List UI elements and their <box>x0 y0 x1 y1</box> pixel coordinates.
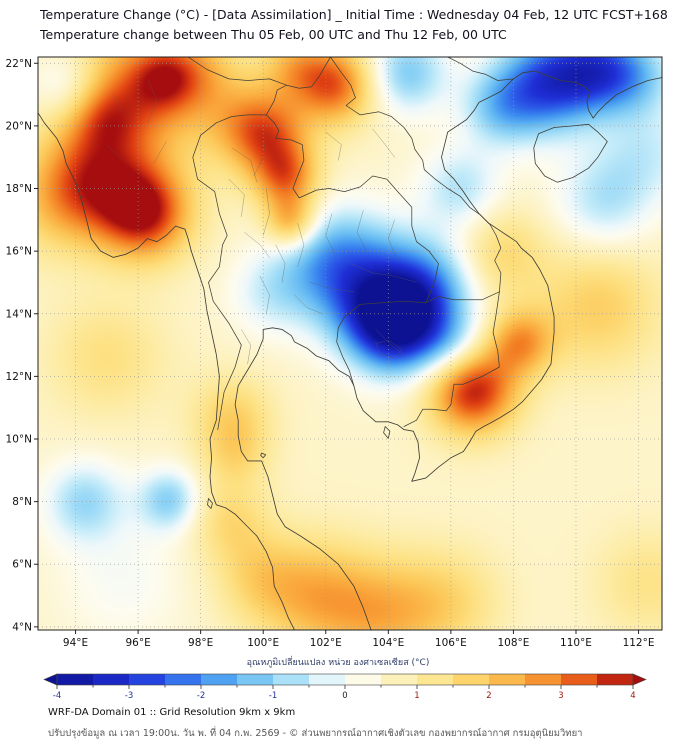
colorbar-tick-label: -4 <box>53 691 61 701</box>
colorbar-tick-label: 0 <box>342 691 347 701</box>
x-axis-tick-label: 98°E <box>188 637 213 649</box>
colorbar-label: อุณหภูมิเปลี่ยนแปลง หน่วย องศาเซลเซียส (… <box>246 658 430 668</box>
province-boundary <box>244 232 270 258</box>
province-boundary <box>388 219 398 261</box>
axes: 94°E 96°E 98°E 100°E 102°E 104°E 106°E 108°E 110… <box>6 58 655 649</box>
colorbar-segment <box>597 674 633 685</box>
province-boundary <box>294 294 323 314</box>
province-boundary <box>325 213 336 255</box>
colorbar-segment <box>93 674 129 685</box>
y-axis-tick-label: 6°N <box>12 559 32 571</box>
country-border <box>425 291 500 304</box>
x-axis-tick-label: 110°E <box>560 637 592 649</box>
y-axis-tick-label: 12°N <box>6 371 32 383</box>
country-border <box>447 57 514 81</box>
footer-credit: ปรับปรุงข้อมูล ณ เวลา 19:00น. วัน พ. ที่… <box>48 728 583 739</box>
colorbar-segment <box>165 674 201 685</box>
province-boundary <box>325 131 342 161</box>
colorbar-tick-label: -1 <box>269 691 277 701</box>
colorbar-segment <box>525 674 561 685</box>
country-border <box>265 114 439 304</box>
island-outline <box>207 498 213 509</box>
colorbar-segment <box>273 674 309 685</box>
province-boundary <box>259 276 270 314</box>
colorbar-tick-label: 2 <box>486 691 491 701</box>
coastline-borders-layer <box>38 57 662 630</box>
coastline <box>234 70 662 630</box>
x-axis-tick-label: 102°E <box>310 637 342 649</box>
x-axis-tick-label: 108°E <box>497 637 529 649</box>
province-boundary <box>112 94 126 117</box>
country-border <box>403 291 500 427</box>
province-boundary <box>231 147 258 183</box>
plot-frame <box>37 56 663 631</box>
colorbar-segment <box>453 674 489 685</box>
province-boundary <box>275 244 286 283</box>
colorbar-segment <box>345 674 381 685</box>
colorbar-segment <box>309 674 345 685</box>
colorbar-segment <box>237 674 273 685</box>
province-boundary <box>375 329 408 358</box>
country-border <box>265 84 288 116</box>
y-axis-tick-label: 18°N <box>6 183 32 195</box>
colorbar-right-arrow <box>632 673 647 686</box>
colorbar-tick-label: 3 <box>558 691 563 701</box>
coastline <box>38 111 295 630</box>
province-boundary <box>263 188 270 236</box>
y-axis-tick-label: 8°N <box>12 496 32 508</box>
colorbar-segment <box>129 674 165 685</box>
province-boundary <box>106 144 123 161</box>
y-axis-tick-label: 16°N <box>6 246 32 258</box>
colorbar-tick-label: -2 <box>197 691 205 701</box>
x-axis-tick-label: 96°E <box>125 637 150 649</box>
province-boundary <box>253 131 267 177</box>
province-boundary <box>297 222 305 267</box>
island-outline <box>383 426 391 439</box>
province-boundary <box>228 178 245 217</box>
province-boundary <box>309 282 355 292</box>
colorbar-tick-label: -3 <box>125 691 133 701</box>
colorbar: -4 -3 -2 -1 0 1 2 3 4 <box>43 673 647 701</box>
province-boundary <box>375 340 403 358</box>
colorbar-left-arrow <box>43 673 58 686</box>
country-border <box>192 114 267 430</box>
province-boundary <box>350 263 417 283</box>
y-axis-tick-label: 4°N <box>12 621 32 633</box>
y-axis-tick-label: 22°N <box>6 58 32 70</box>
island-outline <box>533 123 608 183</box>
footer-domain-info: WRF-DA Domain 01 :: Grid Resolution 9km … <box>48 707 296 718</box>
y-axis-tick-label: 10°N <box>6 434 32 446</box>
page-title: Temperature Change (°C) - [Data Assimila… <box>40 7 668 22</box>
colorbar-segment <box>57 674 93 685</box>
graticule <box>38 57 662 630</box>
colorbar-segment <box>561 674 597 685</box>
province-boundary <box>372 128 395 158</box>
colorbar-segment <box>381 674 417 685</box>
country-border <box>330 57 502 293</box>
x-axis-tick-label: 106°E <box>435 637 467 649</box>
colorbar-segment <box>417 674 453 685</box>
country-border <box>187 57 331 89</box>
province-boundary <box>153 141 167 164</box>
x-axis-tick-label: 112°E <box>623 637 655 649</box>
temperature-field-canvas <box>38 57 662 630</box>
x-axis-tick-label: 100°E <box>247 637 279 649</box>
x-axis-tick-label: 104°E <box>372 637 404 649</box>
colorbar-tick-label: 4 <box>630 691 635 701</box>
y-axis-tick-label: 14°N <box>6 308 32 320</box>
country-border <box>336 300 427 387</box>
province-boundary <box>356 210 367 252</box>
island-outline <box>260 452 267 459</box>
colorbar-tick-label: 1 <box>414 691 419 701</box>
x-axis-tick-label: 94°E <box>63 637 88 649</box>
page-subtitle: Temperature change between Thu 05 Feb, 0… <box>40 27 507 42</box>
colorbar-segment <box>201 674 237 685</box>
y-axis-tick-label: 20°N <box>6 120 32 132</box>
province-boundary <box>147 78 158 123</box>
colorbar-segment <box>489 674 525 685</box>
province-boundary <box>241 329 251 365</box>
